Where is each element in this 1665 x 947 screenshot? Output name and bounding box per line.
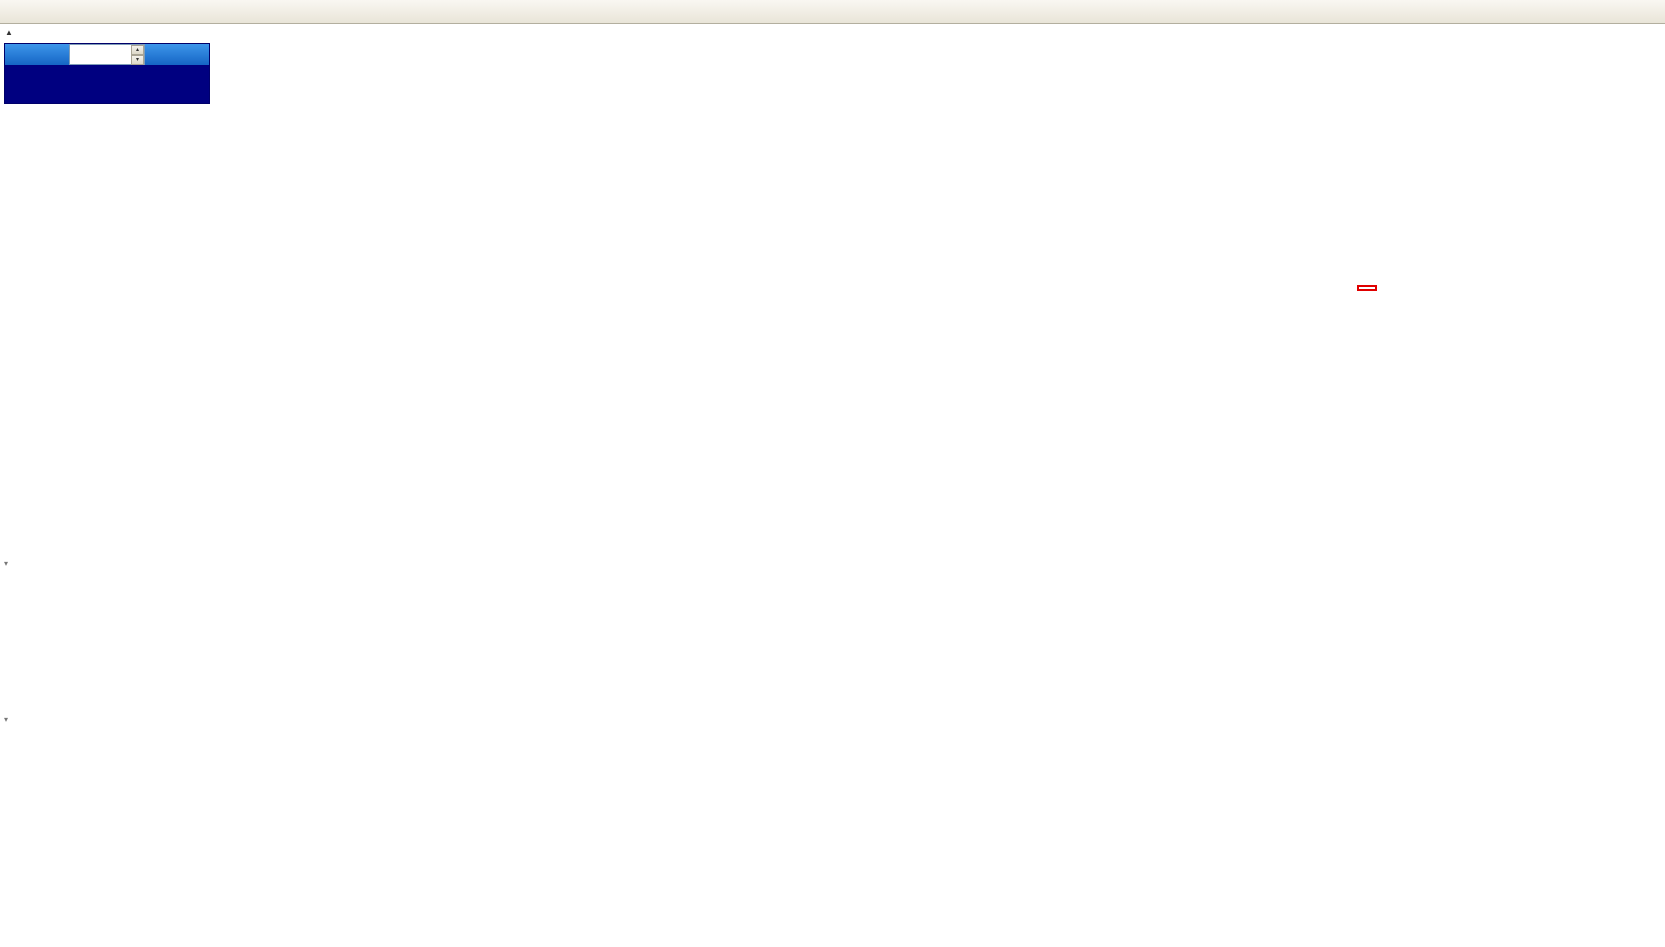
volume-value — [70, 45, 131, 64]
buy-button[interactable] — [145, 44, 209, 65]
one-click-collapse-icon[interactable]: ▲ — [5, 28, 13, 37]
volume-spinner[interactable]: ▴ ▾ — [131, 45, 144, 65]
sell-button[interactable] — [5, 44, 69, 65]
macd-header: ▾ — [4, 559, 28, 568]
toolbar — [0, 0, 1665, 24]
rsi-header: ▾ — [4, 715, 20, 724]
chart-plot-area[interactable] — [0, 24, 1665, 947]
spin-up-icon[interactable]: ▴ — [131, 45, 144, 55]
spin-down-icon[interactable]: ▾ — [131, 55, 144, 65]
chart-symbol-header: ▲ — [5, 28, 18, 37]
price-callout-label[interactable] — [1357, 285, 1377, 291]
volume-field[interactable]: ▴ ▾ — [69, 44, 145, 65]
one-click-trading-panel: ▴ ▾ — [5, 44, 209, 103]
macd-collapse-icon[interactable]: ▾ — [4, 559, 9, 568]
sell-price — [5, 65, 107, 103]
buy-price — [107, 65, 209, 103]
rsi-collapse-icon[interactable]: ▾ — [4, 715, 9, 724]
